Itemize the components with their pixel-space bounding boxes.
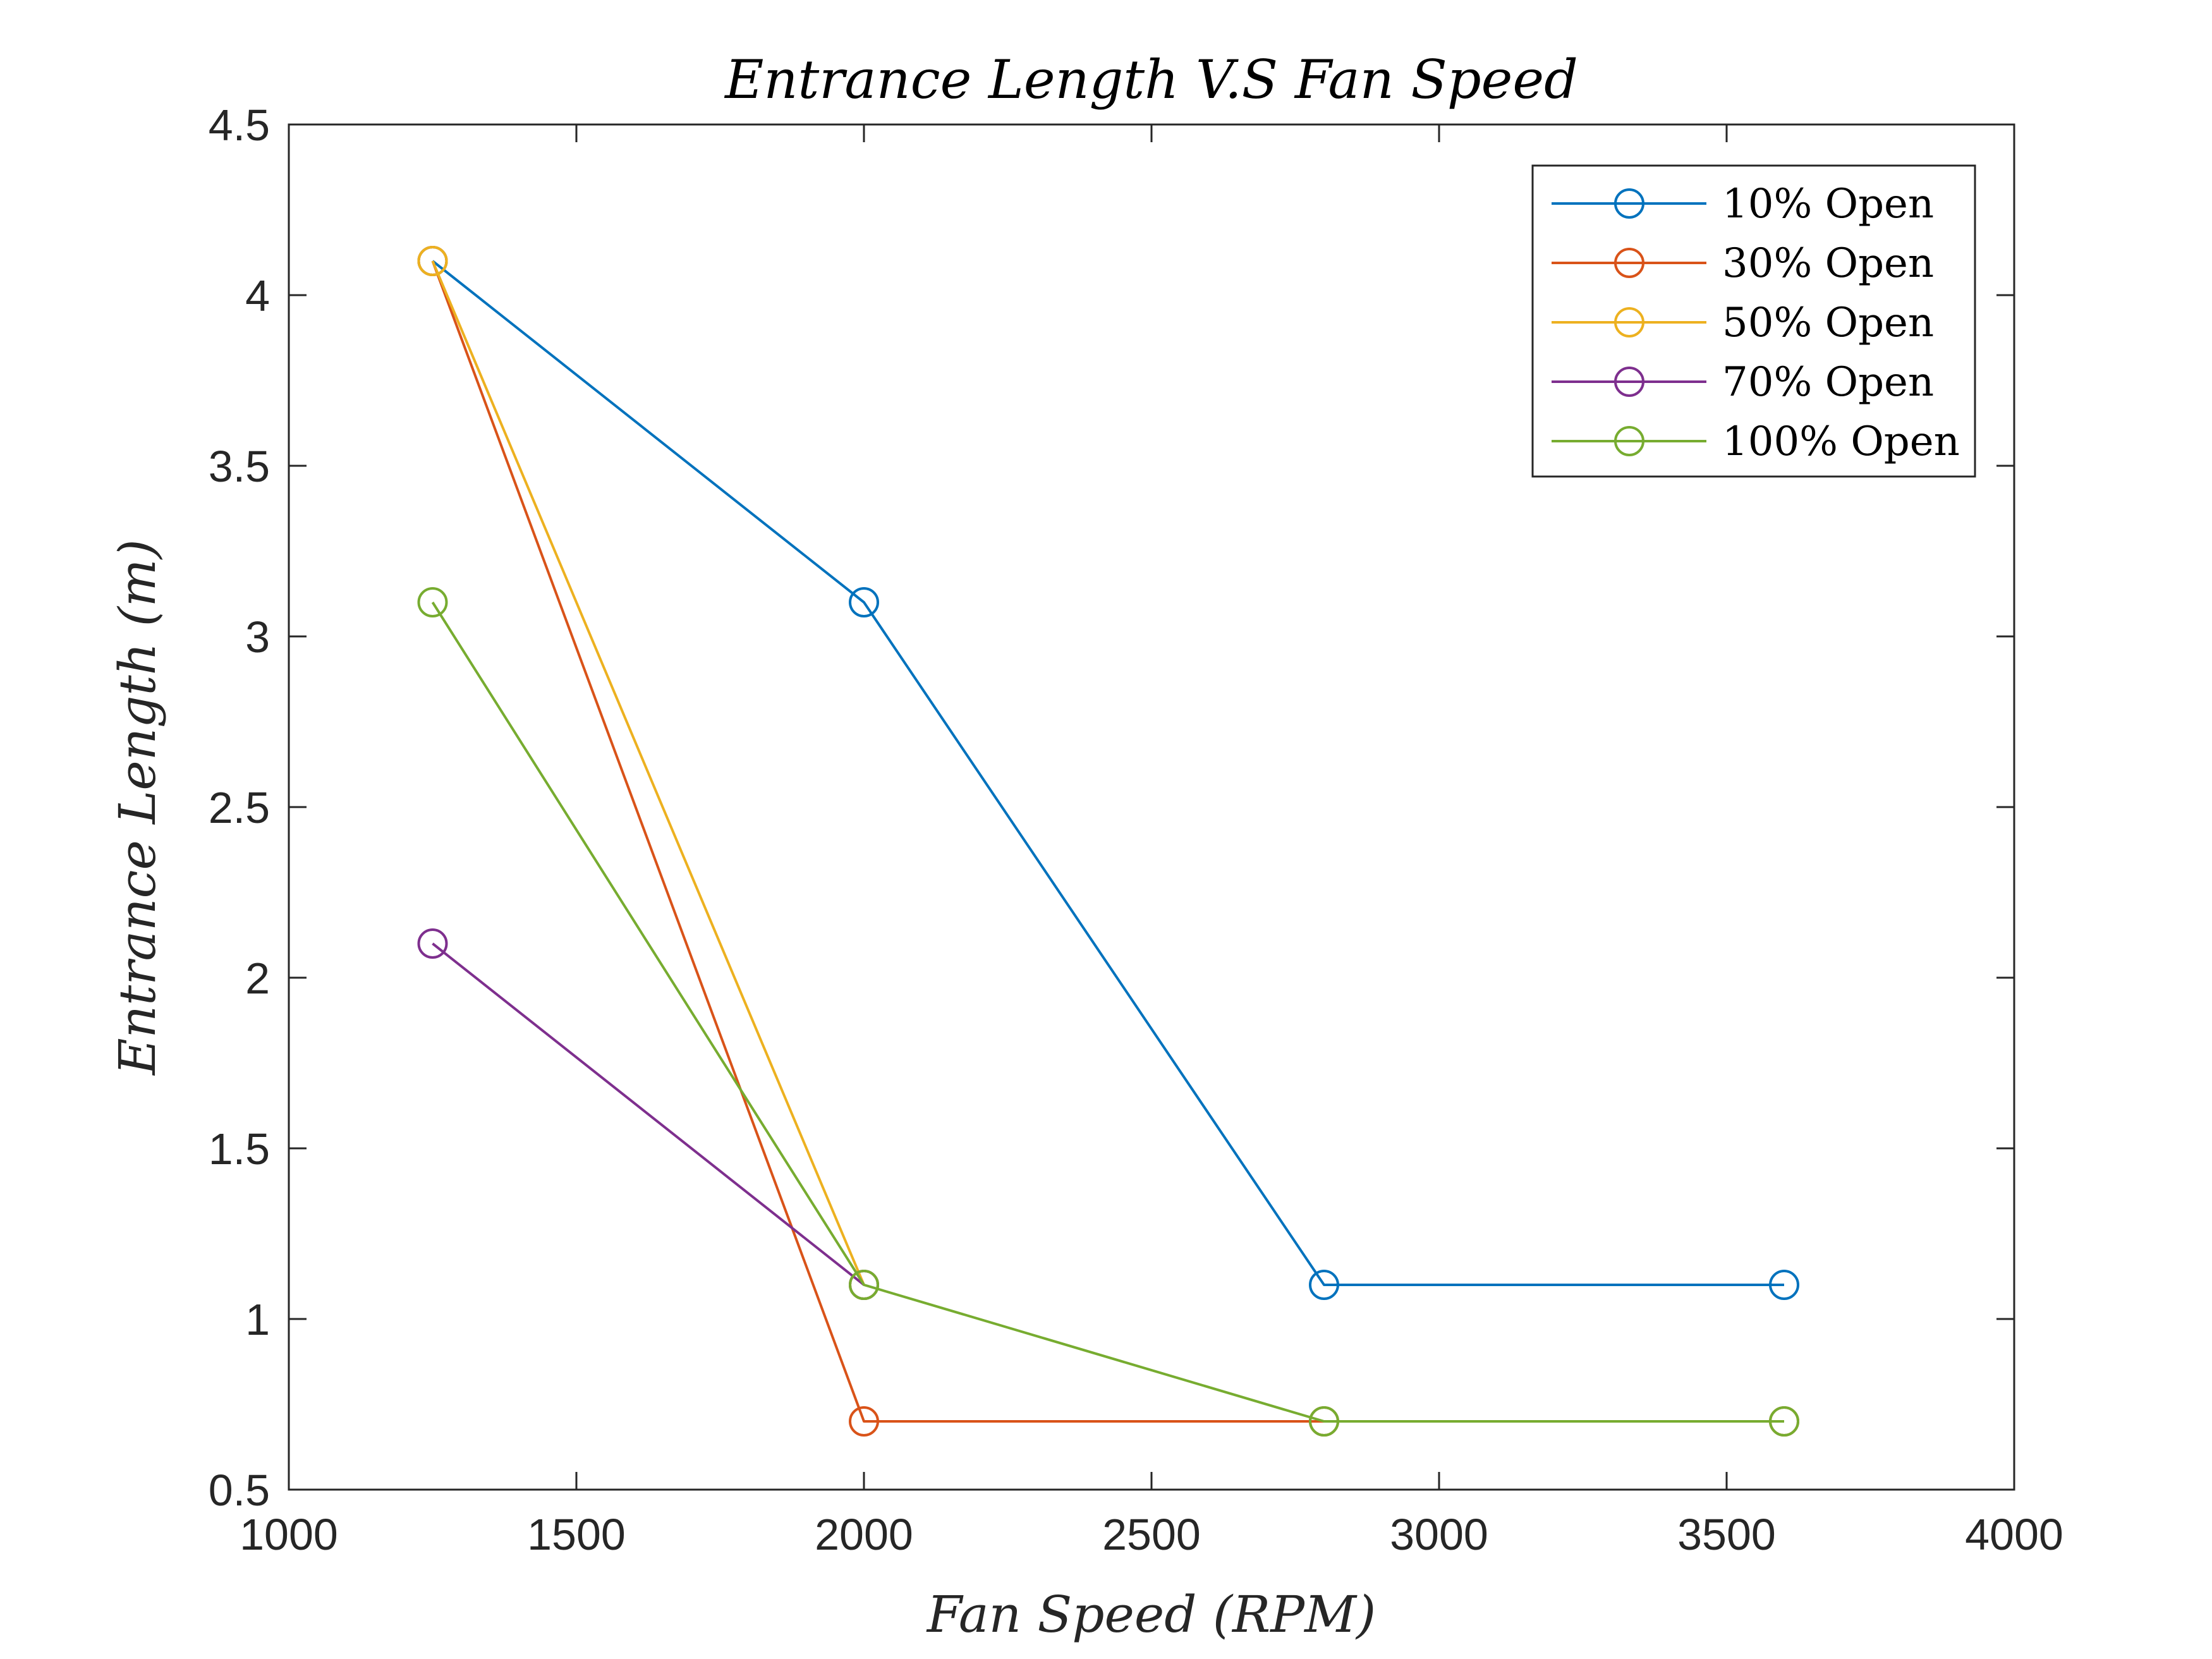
data-point <box>1769 1406 1799 1437</box>
x-axis-label: Fan Speed (RPM) <box>926 1585 1376 1644</box>
y-tick-label: 0.5 <box>209 1466 270 1515</box>
y-tick-label: 4.5 <box>209 100 270 150</box>
legend-label: 50% Open <box>1722 300 1934 346</box>
legend-marker <box>1614 367 1644 397</box>
x-tick-label: 1000 <box>240 1510 338 1559</box>
legend: 10% Open 30% Open 50% Open 70% Open 100% Ope… <box>1531 164 1976 478</box>
legend-entry: 10% Open <box>1552 181 1934 228</box>
legend-marker <box>1614 307 1644 337</box>
data-point <box>1309 1406 1339 1437</box>
data-point <box>1309 1270 1339 1300</box>
data-point <box>849 1406 879 1437</box>
series-line <box>431 601 1784 1423</box>
data-point <box>849 1270 879 1300</box>
x-tick-label: 4000 <box>1965 1510 2063 1559</box>
data-point <box>1769 1270 1799 1300</box>
y-tick-label: 4 <box>245 271 270 320</box>
y-tick-label: 2.5 <box>209 783 270 832</box>
x-tick-label: 2500 <box>1102 1510 1201 1559</box>
x-tick-label: 3000 <box>1390 1510 1488 1559</box>
data-point <box>417 587 448 617</box>
x-tick-label: 3500 <box>1677 1510 1776 1559</box>
y-tick-label: 1 <box>245 1295 270 1344</box>
axes-box <box>288 123 2015 1491</box>
data-point <box>417 928 448 959</box>
y-tick-label: 2 <box>245 954 270 1003</box>
y-tick-label: 3.5 <box>209 442 270 491</box>
x-tick-label: 1500 <box>527 1510 626 1559</box>
series-0 <box>417 246 1799 1300</box>
legend-entry: 50% Open <box>1552 300 1934 346</box>
legend-entries: 10% Open 30% Open 50% Open 70% Open 100% Ope… <box>1552 181 1960 465</box>
y-tick-label: 1.5 <box>209 1124 270 1174</box>
data-point <box>417 246 448 276</box>
x-tick-label: 2000 <box>815 1510 913 1559</box>
y-tick-label: 3 <box>245 612 270 662</box>
tick-labels-layer: 1000 1500 2000 2500 3000 3500 4000 0.5 1 1.5 2 2.5 3… <box>209 100 2063 1559</box>
series-line <box>432 942 865 1286</box>
series-line <box>432 260 1784 1286</box>
legend-marker <box>1614 188 1644 219</box>
legend-entry: 30% Open <box>1552 240 1934 287</box>
chart-title: Entrance Length V.S Fan Speed <box>724 49 1578 111</box>
legend-label: 30% Open <box>1722 240 1934 287</box>
legend-marker <box>1614 248 1644 278</box>
series-line <box>431 260 865 1285</box>
legend-label: 70% Open <box>1722 359 1934 406</box>
legend-marker <box>1614 426 1644 456</box>
legend-entry: 100% Open <box>1552 418 1960 465</box>
series-4 <box>417 587 1799 1437</box>
data-point <box>849 587 879 617</box>
legend-label: 10% Open <box>1722 181 1934 228</box>
y-axis-label: Entrance Length (m) <box>108 539 167 1076</box>
series-layer <box>417 246 1799 1437</box>
legend-entry: 70% Open <box>1552 359 1934 406</box>
legend-label: 100% Open <box>1722 418 1960 465</box>
